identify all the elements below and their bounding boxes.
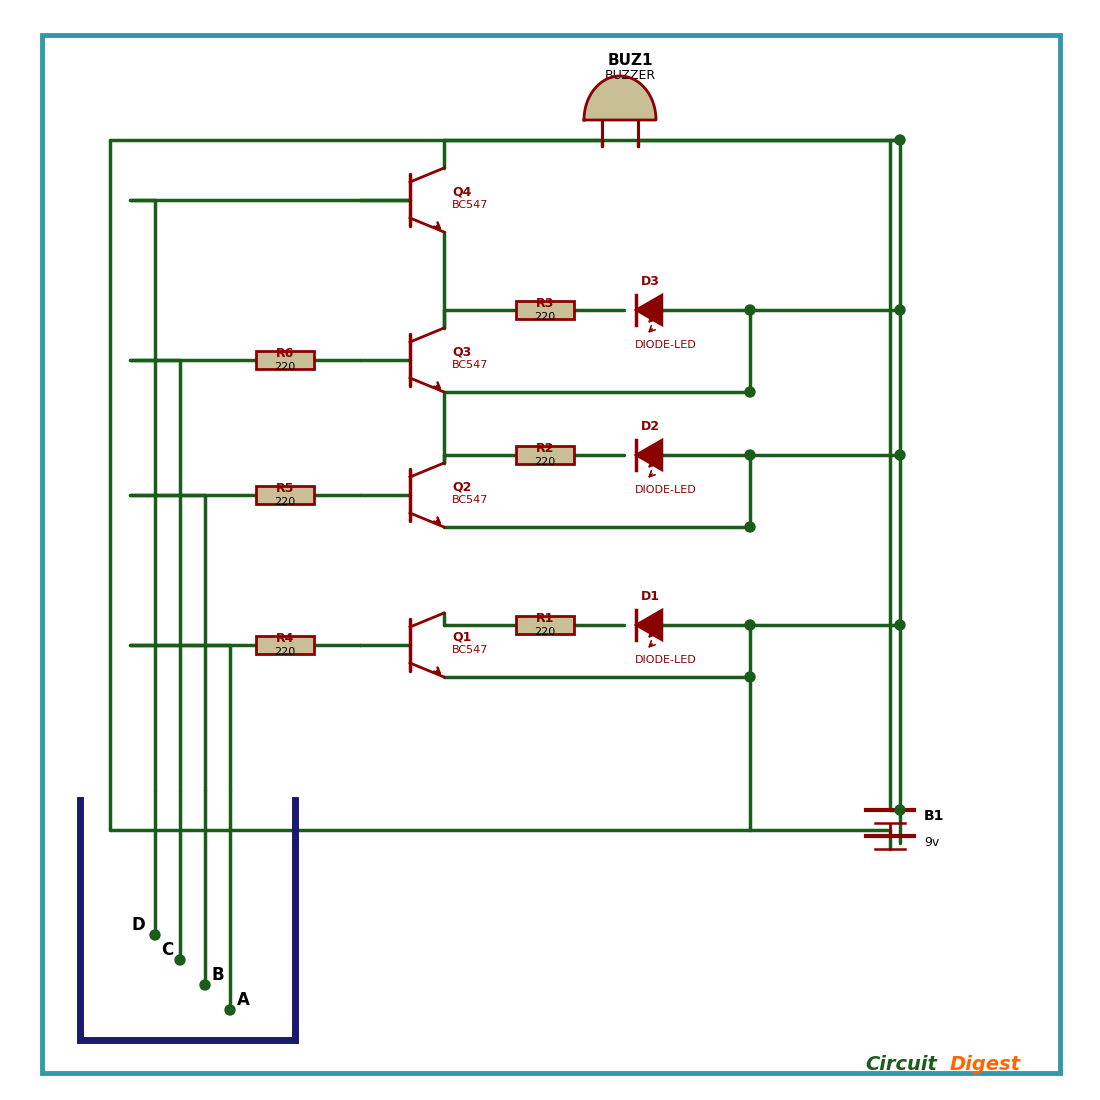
Polygon shape (584, 76, 656, 120)
Text: R2: R2 (536, 442, 554, 455)
Text: R4: R4 (276, 632, 294, 645)
Text: Q2: Q2 (452, 481, 472, 494)
Circle shape (175, 955, 185, 965)
Text: D3: D3 (640, 275, 659, 288)
FancyBboxPatch shape (256, 636, 314, 654)
Text: Digest: Digest (950, 1056, 1021, 1075)
Text: BC547: BC547 (452, 200, 488, 210)
FancyBboxPatch shape (256, 351, 314, 369)
Text: 220: 220 (535, 312, 556, 322)
Text: 9v: 9v (924, 836, 939, 848)
Text: B1: B1 (924, 808, 945, 823)
Circle shape (745, 305, 755, 315)
Circle shape (745, 450, 755, 460)
Text: C: C (161, 940, 173, 959)
Text: DIODE-LED: DIODE-LED (635, 654, 697, 666)
Text: D: D (131, 916, 145, 934)
FancyBboxPatch shape (516, 301, 574, 319)
Circle shape (895, 135, 905, 145)
Circle shape (745, 672, 755, 682)
Text: BUZ1: BUZ1 (607, 53, 652, 68)
FancyBboxPatch shape (516, 446, 574, 464)
Circle shape (150, 930, 160, 940)
Text: B: B (211, 966, 224, 984)
Text: Circuit: Circuit (865, 1056, 937, 1075)
Circle shape (895, 620, 905, 630)
Text: A: A (236, 991, 250, 1009)
Text: BC547: BC547 (452, 495, 488, 505)
Polygon shape (636, 610, 662, 640)
Text: R5: R5 (276, 482, 294, 495)
Circle shape (745, 620, 755, 630)
Text: BC547: BC547 (452, 645, 488, 654)
Text: R1: R1 (536, 612, 554, 625)
FancyBboxPatch shape (256, 486, 314, 504)
Text: D1: D1 (640, 590, 660, 603)
Circle shape (226, 1005, 235, 1015)
Circle shape (895, 450, 905, 460)
Text: DIODE-LED: DIODE-LED (635, 485, 697, 495)
Text: 220: 220 (274, 497, 296, 507)
FancyBboxPatch shape (516, 616, 574, 634)
Text: Q1: Q1 (452, 630, 472, 644)
Text: 220: 220 (274, 647, 296, 657)
Polygon shape (636, 295, 662, 324)
Text: DIODE-LED: DIODE-LED (635, 340, 697, 350)
Circle shape (745, 522, 755, 532)
Circle shape (200, 980, 210, 990)
Text: D2: D2 (640, 420, 660, 433)
Text: 220: 220 (535, 627, 556, 637)
Text: R6: R6 (276, 346, 294, 360)
Text: Q3: Q3 (452, 345, 471, 359)
Text: Q4: Q4 (452, 186, 472, 198)
Text: 220: 220 (274, 362, 296, 372)
Circle shape (895, 805, 905, 815)
Circle shape (745, 387, 755, 397)
Text: BC547: BC547 (452, 360, 488, 370)
Text: R3: R3 (536, 297, 554, 310)
Circle shape (895, 305, 905, 315)
Text: 220: 220 (535, 456, 556, 468)
Text: BUZZER: BUZZER (604, 69, 656, 82)
Polygon shape (636, 440, 662, 470)
